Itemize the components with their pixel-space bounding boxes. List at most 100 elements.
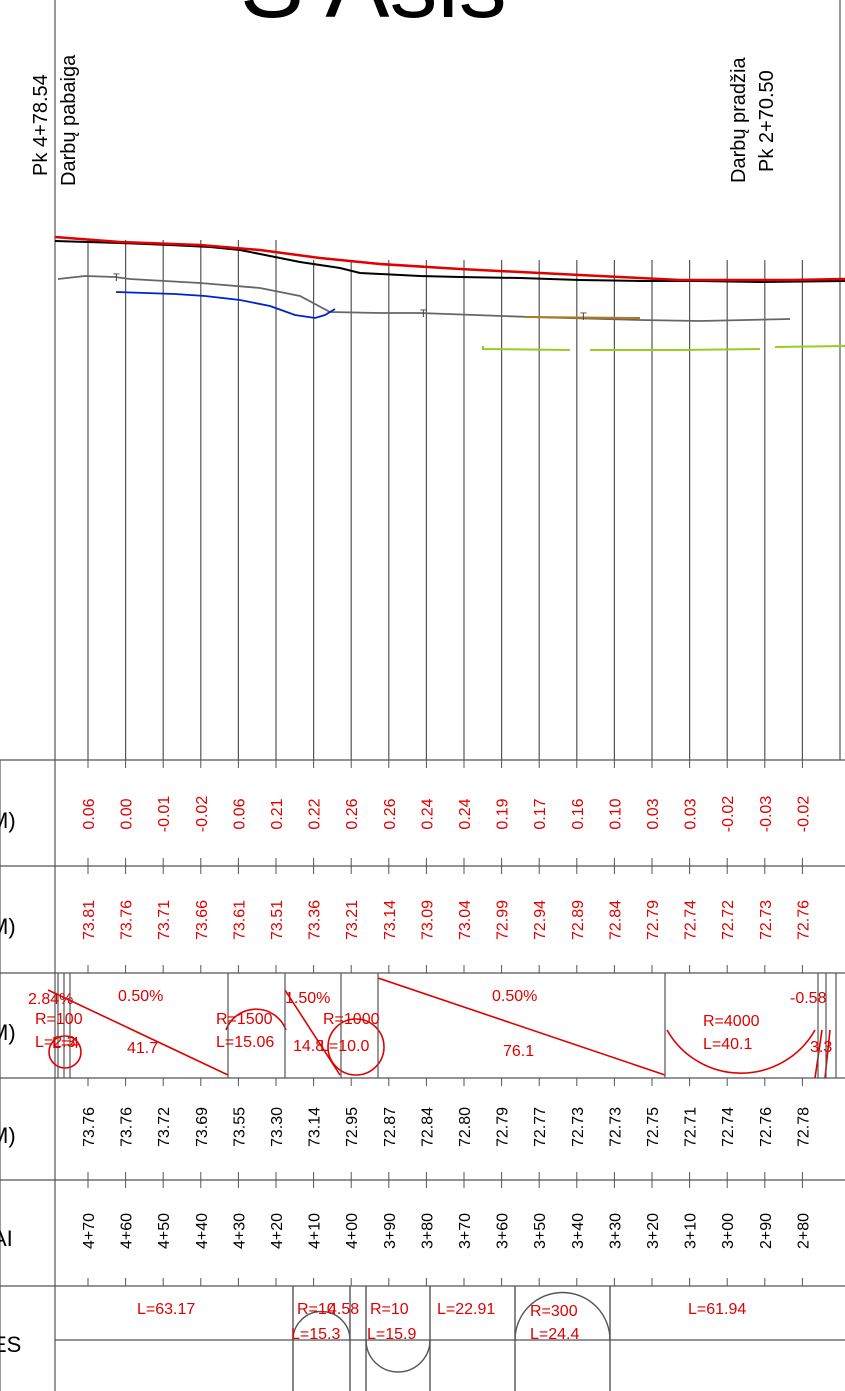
tangent-length: L=61.94: [688, 1301, 746, 1318]
curve-radius: R=4000: [703, 1013, 760, 1030]
design-elevation: 72.84: [607, 900, 624, 940]
ground-elevations: 73.76 73.76 73.72 73.69 73.55 73.30 73.14 72.95…: [81, 1107, 812, 1147]
end-note-label: Darbų pabaiga: [58, 54, 80, 186]
diff-value: 0.24: [419, 798, 436, 829]
station-label: 3+60: [495, 1213, 512, 1249]
ground-elevation: 73.76: [81, 1107, 98, 1147]
utility-blue-line: [115, 291, 336, 319]
station-label: 3+00: [720, 1213, 737, 1249]
profile-grade-geometry: [47, 977, 831, 1079]
ground-elevation: 72.87: [382, 1107, 399, 1147]
curve-length: L=15.3: [291, 1326, 340, 1343]
diff-value: 0.03: [683, 798, 700, 829]
grade-length: 76.1: [503, 1043, 534, 1060]
curve-length: 4.58: [328, 1301, 359, 1318]
curve-radius: R=10: [370, 1301, 409, 1318]
svg-text:T: T: [113, 272, 120, 284]
design-elevation: 72.79: [645, 900, 662, 940]
band-label-profile: M): [0, 1020, 16, 1045]
design-elevation: 73.76: [119, 900, 136, 940]
design-elevation: 73.04: [457, 900, 474, 940]
grade-label: -0.58: [790, 990, 827, 1007]
design-elevation: 72.74: [683, 900, 700, 940]
grade-label: 1.50%: [285, 990, 330, 1007]
design-elevation: 73.66: [194, 900, 211, 940]
ground-elevation: 72.76: [758, 1107, 775, 1147]
design-elevation: 72.73: [758, 900, 775, 940]
curve-length: L=40.1: [703, 1036, 752, 1053]
curve-length: L=2.3: [35, 1034, 76, 1051]
design-elevation: 72.76: [795, 900, 812, 940]
diff-value: 0.21: [269, 798, 286, 829]
diff-value: 0.26: [382, 798, 399, 829]
diff-value: 0.19: [495, 798, 512, 829]
design-elevation: 73.09: [419, 900, 436, 940]
band-frame: [0, 759, 845, 1391]
station-label: 4+70: [81, 1213, 98, 1249]
diff-value: 0.03: [645, 798, 662, 829]
diff-value: -0.03: [758, 796, 775, 833]
diff-value: -0.02: [795, 796, 812, 833]
band-label-plan: ES: [0, 1332, 21, 1357]
page-title: S Ašis: [240, 0, 507, 40]
station-label: 3+40: [570, 1213, 587, 1249]
diff-value: -0.02: [194, 796, 211, 833]
station-label: 4+00: [344, 1213, 361, 1249]
grade-length: 41.7: [127, 1040, 158, 1057]
tangent-length: L=63.17: [137, 1301, 195, 1318]
design-elevation: 72.94: [532, 900, 549, 940]
design-elevation: 73.21: [344, 900, 361, 940]
grade-length: 14.8: [293, 1038, 324, 1055]
curve-length: L=15.9: [367, 1326, 416, 1343]
station-label: 3+10: [683, 1213, 700, 1249]
station-label: 2+90: [758, 1213, 775, 1249]
curve-length: L=24.4: [530, 1326, 579, 1343]
grade-label: 0.50%: [492, 988, 537, 1005]
station-label: 3+20: [645, 1213, 662, 1249]
plan-labels: L=63.17 R=10 4.58 R=10 L=15.3 L=15.9 L=2…: [137, 1301, 746, 1343]
utility-grey-line: [57, 275, 791, 322]
station-label: 3+90: [382, 1213, 399, 1249]
ground-elevation: 72.95: [344, 1107, 361, 1147]
curve-radius: R=10: [297, 1301, 336, 1318]
profile-grade-dividers: [57, 973, 837, 1078]
plan-geometry: [292, 1286, 611, 1391]
curve-radius: R=1000: [323, 1011, 380, 1028]
ground-elevation: 72.79: [495, 1107, 512, 1147]
ground-elevation: 72.73: [570, 1107, 587, 1147]
design-elevation: 73.51: [269, 900, 286, 940]
grade-label: 0.50%: [118, 988, 163, 1005]
profile-grid: [54, 0, 841, 1391]
band-ticks: [87, 760, 803, 1286]
diff-values: 0.06 0.00 -0.01 -0.02 0.06 0.21 0.22 0.26 0.26 0.…: [81, 796, 812, 833]
station-label: 4+60: [119, 1213, 136, 1249]
station-label: 4+50: [156, 1213, 173, 1249]
curve-length: 3.3: [810, 1039, 832, 1056]
diff-value: 0.26: [344, 798, 361, 829]
ground-elevation: 72.77: [532, 1107, 549, 1147]
utility-brown-line: [524, 316, 641, 319]
ground-elevation: 73.72: [156, 1107, 173, 1147]
curve-length: L=4: [52, 1035, 79, 1052]
ground-elevation: 72.84: [419, 1107, 436, 1147]
design-elevation: 73.14: [382, 900, 399, 940]
start-note-label: Darbų pradžia: [728, 57, 750, 183]
grade-label: 2.84%: [28, 991, 73, 1008]
ground-elevation: 72.73: [607, 1107, 624, 1147]
diff-value: 0.00: [119, 798, 136, 829]
ground-elevation: 72.71: [683, 1107, 700, 1147]
diff-value: 0.24: [457, 798, 474, 829]
svg-text:T: T: [580, 311, 587, 323]
diff-value: 0.17: [532, 798, 549, 829]
design-elevation: 73.36: [307, 900, 324, 940]
design-elevation: 73.81: [81, 900, 98, 940]
band-label-diff: M): [0, 808, 16, 833]
ground-elevation: 72.74: [720, 1107, 737, 1147]
station-label: 4+30: [231, 1213, 248, 1249]
ground-elevation: 72.78: [795, 1107, 812, 1147]
station-label: 3+80: [419, 1213, 436, 1249]
design-elevation: 72.99: [495, 900, 512, 940]
design-elevation: 72.89: [570, 900, 587, 940]
curve-length: L=10.0: [320, 1038, 369, 1055]
